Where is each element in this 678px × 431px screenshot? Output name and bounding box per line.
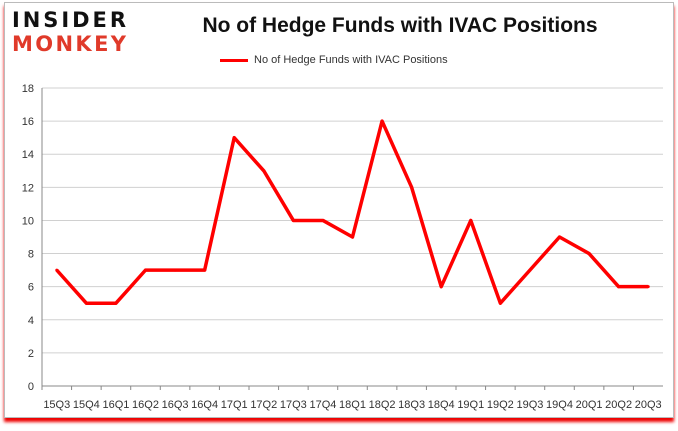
series-line bbox=[55, 119, 649, 305]
data-point bbox=[291, 218, 295, 222]
x-tick-label: 17Q1 bbox=[221, 399, 248, 411]
x-tick-label: 17Q2 bbox=[250, 399, 277, 411]
x-tick-label: 16Q3 bbox=[162, 399, 189, 411]
data-point bbox=[144, 268, 147, 272]
data-point bbox=[528, 268, 532, 272]
data-point bbox=[203, 268, 207, 272]
legend: No of Hedge Funds with IVAC Positions bbox=[220, 54, 448, 66]
data-point bbox=[410, 185, 414, 189]
data-point bbox=[351, 235, 354, 239]
x-tick-label: 17Q4 bbox=[309, 399, 336, 411]
x-tick-label: 20Q1 bbox=[576, 399, 603, 411]
x-tick-label: 20Q3 bbox=[635, 399, 662, 411]
data-point bbox=[646, 285, 650, 289]
y-tick-label: 18 bbox=[22, 83, 34, 95]
y-tick-label: 8 bbox=[28, 249, 34, 261]
x-tick-label: 20Q2 bbox=[605, 399, 632, 411]
data-point bbox=[232, 136, 236, 140]
x-tick-label: 18Q1 bbox=[339, 399, 366, 411]
y-tick-label: 12 bbox=[22, 182, 34, 194]
y-tick-label: 2 bbox=[28, 348, 34, 360]
y-tick-label: 0 bbox=[28, 381, 34, 393]
y-tick-label: 16 bbox=[22, 116, 34, 128]
data-point bbox=[558, 235, 561, 239]
x-tick-label: 16Q1 bbox=[102, 399, 129, 411]
x-tick-label: 19Q3 bbox=[516, 399, 543, 411]
x-tick-label: 19Q4 bbox=[546, 399, 573, 411]
x-tick-label: 18Q2 bbox=[369, 399, 396, 411]
x-tick-label: 15Q3 bbox=[43, 399, 70, 411]
svg-text:MONKEY: MONKEY bbox=[12, 32, 127, 54]
insider-monkey-logo: INSIDER MONKEY bbox=[12, 8, 127, 54]
y-tick-label: 4 bbox=[28, 315, 34, 327]
data-point bbox=[380, 119, 384, 123]
data-point bbox=[617, 285, 621, 289]
chart-frame bbox=[4, 2, 674, 418]
data-point bbox=[84, 301, 88, 305]
data-point bbox=[321, 218, 325, 222]
legend-label: No of Hedge Funds with IVAC Positions bbox=[254, 54, 448, 66]
data-point bbox=[587, 252, 591, 256]
data-point bbox=[262, 169, 266, 173]
y-tick-label: 14 bbox=[22, 149, 34, 161]
x-tick-label: 19Q1 bbox=[457, 399, 484, 411]
x-tick-label: 16Q4 bbox=[191, 399, 218, 411]
data-point bbox=[55, 268, 59, 272]
x-tick-label: 18Q3 bbox=[398, 399, 425, 411]
x-tick-label: 18Q4 bbox=[428, 399, 455, 411]
y-tick-label: 6 bbox=[28, 282, 34, 294]
data-point bbox=[498, 301, 502, 305]
x-tick-label: 15Q4 bbox=[73, 399, 100, 411]
data-point bbox=[439, 285, 443, 289]
x-tick-label: 17Q3 bbox=[280, 399, 307, 411]
data-point bbox=[469, 218, 473, 222]
y-tick-label: 10 bbox=[22, 215, 34, 227]
x-tick-label: 19Q2 bbox=[487, 399, 514, 411]
x-tick-label: 16Q2 bbox=[132, 399, 159, 411]
legend-swatch bbox=[220, 58, 248, 62]
data-point bbox=[114, 301, 118, 305]
data-point bbox=[173, 268, 177, 272]
chart-title: No of Hedge Funds with IVAC Positions bbox=[202, 14, 598, 37]
